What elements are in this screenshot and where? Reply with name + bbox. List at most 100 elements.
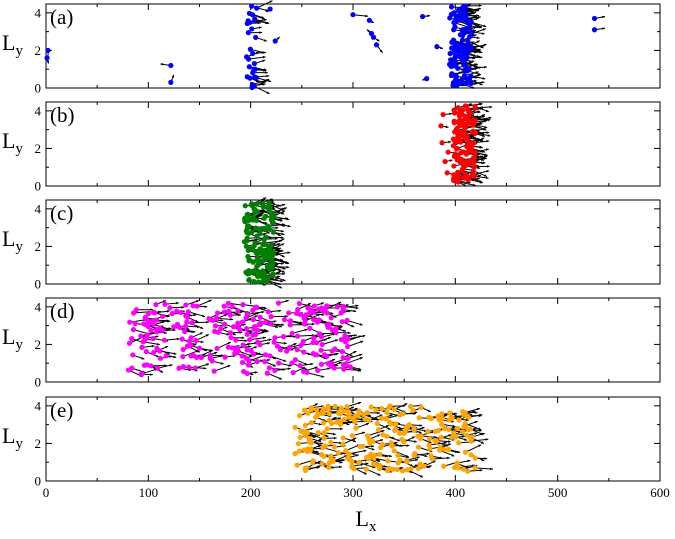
arrow-head: [471, 114, 475, 117]
particle-dot: [412, 450, 418, 457]
velocity-arrow: [143, 341, 160, 346]
arrow-head: [176, 301, 179, 305]
particle-dot: [452, 129, 458, 135]
velocity-arrow: [248, 56, 266, 60]
particle-dot: [129, 335, 135, 342]
velocity-arrow: [475, 467, 493, 470]
x-axis-label-main: L: [356, 506, 369, 531]
arrow-head: [405, 454, 409, 458]
particle-dot: [395, 452, 401, 458]
particle-dot: [222, 309, 228, 315]
x-axis-label: Lx: [356, 506, 377, 535]
arrow-head: [473, 427, 477, 431]
particle-dot: [227, 312, 233, 318]
particle-dot: [434, 44, 440, 50]
arrow-head: [205, 334, 209, 337]
velocity-arrow: [347, 340, 364, 348]
arrow-head: [208, 299, 212, 303]
arrow-head: [282, 210, 286, 214]
particles: [292, 403, 478, 474]
arrow-head: [282, 224, 286, 227]
particle-dot: [370, 34, 377, 40]
arrow-head: [265, 8, 269, 12]
particle-dot: [460, 429, 466, 435]
arrow-head: [394, 441, 398, 445]
arrow-head: [275, 246, 279, 250]
arrow-head: [472, 410, 476, 414]
arrow-head: [166, 319, 170, 322]
particle-dot: [591, 27, 598, 33]
particle-dot: [321, 435, 327, 441]
arrow-head: [448, 140, 452, 144]
arrow-head: [282, 270, 286, 273]
arrow-head: [346, 422, 350, 426]
particle-dot: [305, 410, 311, 416]
particle-dot: [464, 134, 470, 140]
arrow-head: [479, 56, 483, 59]
arrow-head: [272, 356, 276, 360]
particle-dot: [468, 452, 474, 458]
particle-dot: [407, 403, 414, 409]
arrow-head: [358, 401, 362, 405]
particle-dot: [260, 248, 266, 254]
arrow-head: [451, 453, 455, 457]
x-tick-labels: 0 100 200 300 400 500 600: [43, 485, 670, 500]
arrow-head: [387, 427, 391, 430]
particle-dot: [346, 451, 352, 457]
particle-dot: [462, 45, 468, 51]
particle-dot: [350, 416, 356, 422]
x-axis-label-sub: x: [369, 519, 377, 535]
y-axis-label: Ly: [2, 324, 23, 353]
particle-dot: [375, 427, 382, 433]
arrow-head: [263, 39, 267, 42]
particle-dot: [456, 417, 462, 423]
particle-dot: [168, 79, 174, 85]
arrow-head: [285, 315, 288, 318]
arrow-head: [250, 365, 254, 368]
particle-dot: [126, 340, 133, 346]
arrow-head: [353, 437, 357, 441]
particle-dot: [455, 105, 461, 111]
arrow-head: [241, 336, 245, 340]
particle-dot: [362, 416, 369, 422]
particle-dot: [245, 247, 251, 254]
arrow-head: [465, 418, 469, 422]
x-tick-label: 400: [446, 485, 466, 500]
arrow-head: [160, 370, 164, 373]
arrow-head: [353, 351, 357, 354]
arrow-head: [279, 285, 283, 289]
particle-dot: [333, 325, 339, 332]
particle-dot: [460, 149, 466, 155]
arrow-head: [481, 132, 484, 135]
arrow-head: [165, 346, 169, 349]
arrow-head: [476, 14, 480, 17]
particle-dot: [286, 310, 292, 316]
arrow-head: [269, 0, 273, 4]
arrow-head: [275, 325, 279, 328]
particle-dot: [378, 444, 384, 451]
arrow-head: [478, 126, 482, 129]
arrow-head: [262, 59, 266, 63]
particle-dot: [320, 444, 326, 451]
particle-dot: [364, 433, 371, 439]
arrow-head: [232, 332, 236, 336]
particle-dot: [276, 360, 282, 366]
particle-dot: [316, 317, 322, 323]
particle-dot: [244, 347, 250, 353]
arrow-head: [485, 176, 489, 180]
particle-dot: [263, 251, 269, 257]
particle-dot: [439, 421, 445, 427]
particle-dot: [177, 324, 183, 331]
arrow-head: [262, 55, 266, 59]
particle-dot: [363, 454, 370, 461]
particle-dot: [275, 300, 282, 306]
particle-dot: [309, 460, 316, 466]
particle-dot: [464, 103, 470, 109]
arrow-head: [327, 336, 331, 340]
particle-dot: [295, 441, 302, 447]
arrow-head: [281, 208, 285, 211]
arrow-head: [379, 49, 383, 53]
arrow-head: [477, 7, 481, 11]
particle-dot: [396, 430, 403, 436]
particle-dot: [210, 317, 216, 323]
